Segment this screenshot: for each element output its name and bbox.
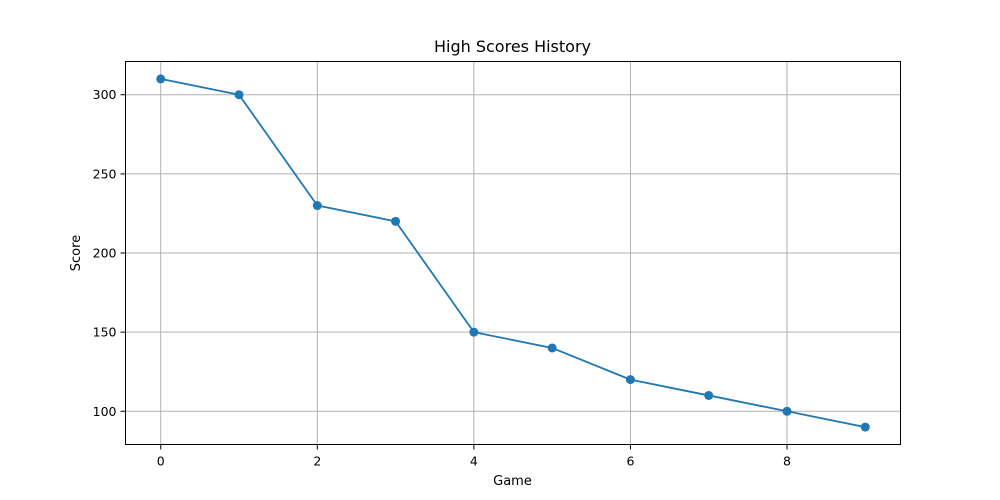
series-line: [160, 78, 866, 428]
y-tick-label: 250: [93, 166, 117, 181]
data-point: [704, 390, 714, 400]
y-axis-label: Score: [69, 235, 84, 271]
data-point: [547, 343, 557, 353]
y-tick-label: 300: [93, 87, 117, 102]
y-tick-label: 200: [93, 246, 117, 261]
data-point: [156, 74, 166, 84]
chart-title: High Scores History: [434, 37, 591, 56]
x-tick-label: 0: [157, 454, 165, 469]
data-point: [391, 216, 401, 226]
x-tick-label: 4: [470, 454, 478, 469]
data-point: [860, 422, 870, 432]
data-point: [469, 327, 479, 337]
ticks: 0 2 4 6 8 100 150 200 250 300: [93, 87, 791, 468]
y-tick-label: 150: [93, 325, 117, 340]
grid: [125, 61, 901, 445]
x-tick-label: 8: [783, 454, 791, 469]
data-point: [234, 90, 244, 100]
data-point: [625, 375, 635, 385]
x-axis-label: Game: [493, 474, 532, 489]
y-tick-label: 100: [93, 404, 117, 419]
series-group: [156, 74, 870, 432]
x-tick-label: 6: [626, 454, 634, 469]
data-point: [312, 201, 322, 211]
data-point: [782, 406, 792, 416]
x-tick-label: 2: [313, 454, 321, 469]
